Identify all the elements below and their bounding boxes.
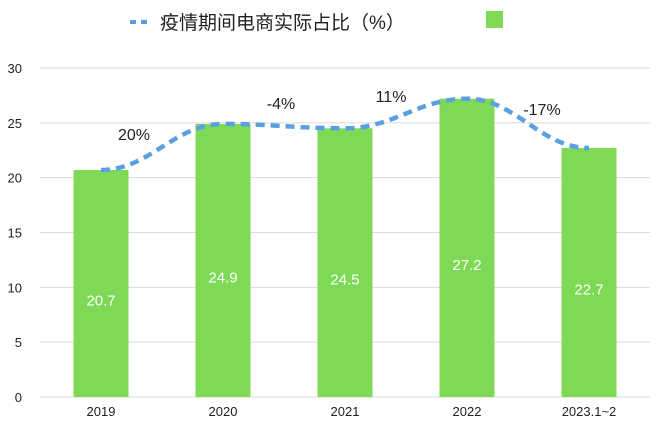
growth-annotation: 20% xyxy=(118,127,150,144)
growth-annotation: -4% xyxy=(267,96,295,113)
line-series xyxy=(100,96,590,173)
bar xyxy=(195,123,251,398)
x-axis: 2019 2020 2021 2022 2023.1~2 xyxy=(87,404,617,419)
y-tick-label: 5 xyxy=(15,335,22,350)
y-tick-label: 25 xyxy=(8,116,22,131)
bar xyxy=(439,98,495,397)
bar-data-label: 27.2 xyxy=(452,257,481,274)
y-tick-label: 30 xyxy=(8,61,22,76)
bar-data-label: 24.9 xyxy=(208,269,237,286)
bar-data-label: 24.5 xyxy=(330,272,359,289)
y-tick-label: 10 xyxy=(8,280,22,295)
y-tick-label: 20 xyxy=(8,171,22,186)
y-tick-label: 15 xyxy=(8,226,22,241)
bar xyxy=(317,128,373,398)
bars: 20.7 24.9 24.5 27.2 22.7 xyxy=(73,98,617,398)
bar-data-label: 22.7 xyxy=(574,282,603,299)
legend: 疫情期间电商实际占比（%） xyxy=(130,11,503,34)
y-tick-label: 0 xyxy=(15,390,22,405)
growth-annotation: -17% xyxy=(523,102,560,119)
x-tick-label: 2022 xyxy=(453,404,482,419)
bar-data-label: 20.7 xyxy=(86,292,115,309)
x-tick-label: 2020 xyxy=(209,404,238,419)
line-path xyxy=(100,96,590,173)
y-axis: 0 5 10 15 20 25 30 xyxy=(8,61,22,405)
annotations: 20% -4% 11% -17% xyxy=(118,89,561,144)
growth-annotation: 11% xyxy=(376,89,407,106)
x-tick-label: 2019 xyxy=(87,404,116,419)
bar xyxy=(73,169,129,397)
x-tick-label: 2023.1~2 xyxy=(562,404,617,419)
bar xyxy=(561,148,617,397)
legend-bar-swatch xyxy=(486,11,503,28)
x-tick-label: 2021 xyxy=(331,404,360,419)
legend-line-label: 疫情期间电商实际占比（%） xyxy=(160,12,405,34)
